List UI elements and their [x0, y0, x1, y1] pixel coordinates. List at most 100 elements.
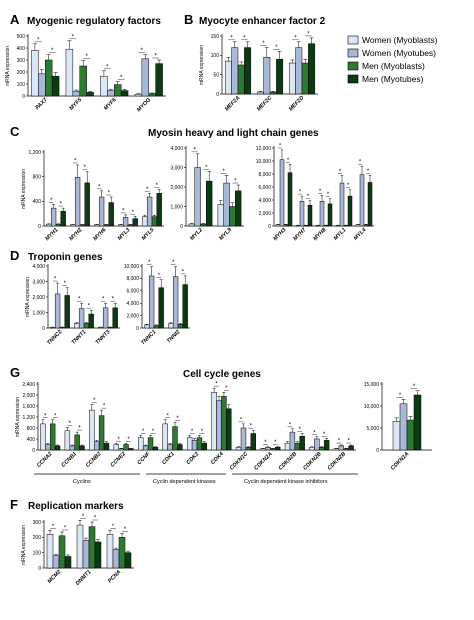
bar-myf6-women-myoblasts	[100, 75, 108, 97]
y-tick-label: 10,000	[124, 264, 140, 270]
bar-myl1-men-myoblasts	[343, 225, 349, 227]
legend: Women (Myoblasts) Women (Myotubes) Men (…	[347, 35, 438, 84]
bar-myh7-women-myoblasts	[295, 225, 301, 227]
bar-pcna-women-myotubes	[112, 549, 120, 569]
bar-mef2c-men-myotubes	[276, 58, 284, 95]
bar-pax7-men-myoblasts	[45, 59, 53, 97]
significance-star: *	[84, 165, 87, 171]
bar-myl9-women-myotubes	[223, 182, 230, 227]
significance-star: *	[142, 429, 145, 435]
bar-mcm2-men-myoblasts	[58, 535, 66, 569]
bar-myh7-men-myoblasts	[303, 225, 309, 227]
y-tick-label: 15,000	[364, 382, 380, 388]
chart-mef2: 0 50 100 150 mRNA expression * * MEF2A * * MEF2C * *…	[199, 31, 318, 113]
bar-myl9-men-myotubes	[235, 190, 242, 227]
bar-ccnf-men-myotubes	[152, 447, 159, 451]
bar-tnnt3-women-myoblasts	[98, 326, 104, 329]
x-tick-label-tnni2: TNNI2	[166, 329, 181, 344]
bar-cdkn2b-men-myoblasts	[294, 442, 300, 451]
bar-myh8-women-myotubes	[319, 201, 325, 227]
bar-myl2-women-myotubes	[194, 167, 201, 227]
significance-star: *	[122, 208, 125, 214]
bar-ccnb2-women-myoblasts	[89, 409, 95, 451]
bar-tnnc1-men-myoblasts	[153, 325, 160, 329]
bar-cdkn1a-men-myoblasts	[406, 419, 415, 451]
bar-tnnc2-women-myotubes	[54, 293, 61, 329]
y-tick-label: 0	[22, 94, 25, 100]
significance-star: *	[44, 413, 47, 419]
significance-star: *	[98, 184, 101, 190]
bar-myf5-men-myoblasts	[79, 65, 87, 97]
significance-star: *	[72, 34, 75, 40]
bar-cdkn2b-women-myotubes	[338, 445, 345, 451]
x-tick-label-myl3: MYL3	[117, 227, 132, 242]
x-tick-label-mef2a: MEF2A	[224, 95, 241, 112]
y-tick-label: 5,000	[366, 426, 379, 432]
bar-cdk4-men-myotubes	[226, 408, 232, 451]
significance-star: *	[50, 198, 53, 204]
y-tick-label: 0	[376, 448, 379, 454]
bar-tnnt3-men-myotubes	[112, 307, 118, 329]
bar-cdkn2b-women-myotubes	[289, 431, 296, 451]
x-tick-label-tnnt3: TNNT3	[95, 329, 112, 346]
bar-cdkn1c-women-myoblasts	[235, 447, 242, 451]
bar-pax7-men-myotubes	[51, 75, 60, 97]
y-tick-label: 4,000	[170, 146, 183, 152]
bar-tnnc2-women-myoblasts	[50, 326, 56, 329]
x-tick-label-myh7: MYH7	[292, 227, 308, 243]
bar-myh6-women-myotubes	[98, 196, 105, 227]
y-tick-label: 0	[216, 92, 219, 98]
y-tick-label: 10,000	[256, 159, 272, 165]
y-axis-label: mRNA expression	[5, 46, 11, 86]
chart-cell-cycle-1: 0 400 800 1,200 1,600 2,000 2,400 mRNA expressi…	[15, 382, 356, 472]
significance-star: *	[275, 45, 278, 51]
significance-star: *	[108, 191, 111, 197]
chart-myogenic-regulatory-factors: 0 100 200 300 400 500 mRNA expression * * PAX7 * * M…	[5, 34, 166, 113]
bar-mef2a-men-myotubes	[244, 47, 252, 95]
significance-star: *	[141, 48, 144, 54]
y-tick-label: 400	[33, 199, 42, 205]
y-tick-label: 0	[136, 326, 139, 332]
significance-star: *	[51, 48, 54, 54]
significance-star: *	[367, 169, 370, 175]
x-tick-label-pax7: PAX7	[35, 97, 50, 112]
y-tick-label: 2,000	[170, 185, 183, 191]
bar-myf6-men-myoblasts	[114, 84, 122, 97]
y-tick-label: 3,000	[32, 279, 45, 285]
bar-myl3-men-myotubes	[132, 218, 138, 227]
significance-star: *	[158, 273, 161, 279]
panel-g-letter: G	[10, 365, 20, 380]
bar-ccnb1-women-myotubes	[69, 445, 75, 451]
y-tick-label: 1,600	[22, 404, 35, 410]
y-tick-label: 4,000	[126, 301, 139, 307]
bar-tnnt1-women-myoblasts	[74, 323, 80, 329]
significance-star: *	[78, 297, 81, 303]
bar-myh1-women-myotubes	[50, 207, 57, 227]
bar-myog-women-myotubes	[141, 58, 150, 97]
significance-star: *	[94, 516, 97, 522]
bar-cdk4-women-myoblasts	[211, 392, 217, 451]
bar-myl5-men-myoblasts	[151, 216, 158, 227]
x-tick-label-myf5: MYF5	[69, 97, 84, 112]
x-tick-label-myh2: MYH2	[68, 227, 83, 242]
y-tick-label: 1,000	[170, 204, 183, 210]
x-tick-label-myl1: MYL1	[333, 227, 348, 242]
x-tick-label-myh3: MYH3	[272, 227, 287, 242]
significance-star: *	[262, 41, 265, 47]
bar-myh2-women-myoblasts	[70, 224, 76, 227]
significance-star: *	[225, 386, 228, 392]
y-tick-label: 0	[38, 224, 41, 230]
x-tick-label-myl2: MYL2	[189, 227, 204, 242]
significance-star: *	[106, 64, 109, 70]
bar-tnni2-men-myotubes	[182, 284, 188, 329]
significance-star: *	[327, 192, 330, 198]
bar-myh1-men-myotubes	[60, 210, 66, 227]
bar-ccna2-women-myotubes	[45, 444, 51, 451]
legend-swatch-men-myotubes	[347, 74, 359, 84]
x-tick-label-mcm2: MCM2	[47, 569, 63, 585]
y-tick-label: 8,000	[258, 172, 271, 178]
bar-ccnb1-women-myoblasts	[64, 430, 71, 451]
bar-myh2-men-myoblasts	[79, 224, 86, 227]
significance-star: *	[279, 143, 282, 149]
